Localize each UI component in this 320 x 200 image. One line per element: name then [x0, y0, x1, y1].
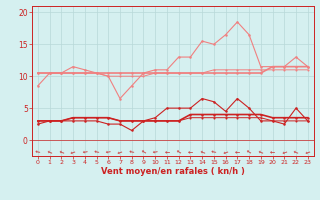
Text: ←: ← [293, 149, 299, 154]
Text: ←: ← [245, 148, 252, 155]
Text: ←: ← [94, 149, 99, 154]
Text: ←: ← [234, 149, 240, 154]
Text: ←: ← [116, 148, 124, 155]
Text: ←: ← [105, 148, 112, 155]
Text: ←: ← [223, 149, 228, 154]
Text: ←: ← [152, 149, 158, 154]
Text: ←: ← [164, 149, 170, 154]
Text: ←: ← [304, 148, 311, 155]
Text: ←: ← [128, 148, 135, 155]
Text: ←: ← [34, 148, 41, 155]
Text: ←: ← [211, 148, 217, 155]
Text: ←: ← [82, 149, 88, 154]
Text: ←: ← [199, 148, 206, 155]
Text: ←: ← [269, 148, 276, 155]
X-axis label: Vent moyen/en rafales ( kn/h ): Vent moyen/en rafales ( kn/h ) [101, 167, 245, 176]
Text: ←: ← [46, 148, 53, 155]
Text: ←: ← [140, 148, 147, 155]
Text: ←: ← [58, 149, 64, 154]
Text: ←: ← [258, 149, 264, 154]
Text: ←: ← [70, 149, 76, 154]
Text: ←: ← [175, 148, 182, 155]
Text: ←: ← [282, 149, 287, 154]
Text: ←: ← [187, 148, 194, 155]
